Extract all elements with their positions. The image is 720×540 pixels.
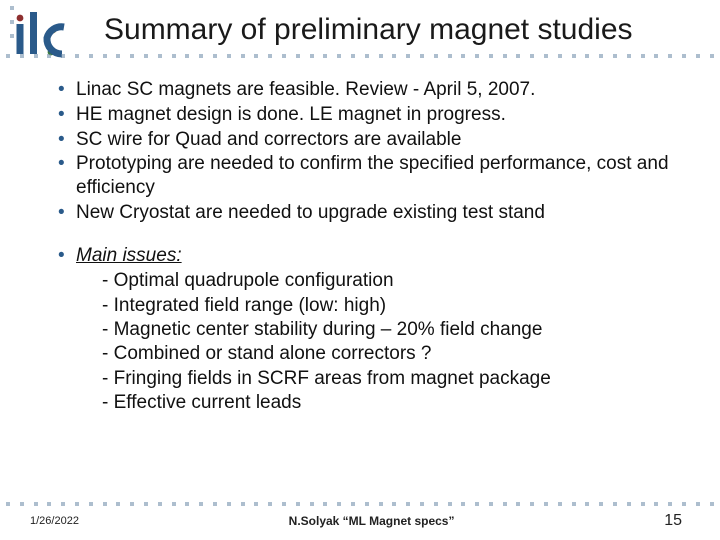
issue-item: Optimal quadrupole configuration bbox=[102, 269, 704, 293]
vertical-dot-accent bbox=[10, 6, 14, 38]
slide-content: Linac SC magnets are feasible. Review - … bbox=[58, 78, 704, 415]
issues-heading-list: Main issues: bbox=[58, 244, 704, 268]
slide-footer: 1/26/2022 N.Solyak “ML Magnet specs” 15 bbox=[0, 512, 720, 530]
issue-item: Effective current leads bbox=[102, 391, 704, 415]
dot-row-bottom bbox=[0, 502, 720, 506]
bullet-item: Linac SC magnets are feasible. Review - … bbox=[58, 78, 704, 102]
bullet-item: SC wire for Quad and correctors are avai… bbox=[58, 128, 704, 152]
issues-heading: Main issues: bbox=[58, 244, 704, 268]
issue-item: Fringing fields in SCRF areas from magne… bbox=[102, 367, 704, 391]
dot-row-top bbox=[0, 54, 720, 58]
footer-date: 1/26/2022 bbox=[30, 515, 79, 527]
issues-sublist: Optimal quadrupole configuration Integra… bbox=[102, 269, 704, 415]
footer-page: 15 bbox=[664, 512, 690, 530]
slide: Summary of preliminary magnet studies Li… bbox=[0, 0, 720, 540]
issue-item: Integrated field range (low: high) bbox=[102, 294, 704, 318]
issue-item: Combined or stand alone correctors ? bbox=[102, 342, 704, 366]
slide-header: Summary of preliminary magnet studies bbox=[0, 0, 720, 62]
slide-title: Summary of preliminary magnet studies bbox=[104, 6, 633, 48]
issues-label: Main issues: bbox=[76, 245, 182, 266]
bullet-item: Prototyping are needed to confirm the sp… bbox=[58, 152, 704, 200]
bullet-item: New Cryostat are needed to upgrade exist… bbox=[58, 201, 704, 225]
bullet-item: HE magnet design is done. LE magnet in p… bbox=[58, 103, 704, 127]
main-bullet-list: Linac SC magnets are feasible. Review - … bbox=[58, 78, 704, 225]
issue-item: Magnetic center stability during – 20% f… bbox=[102, 318, 704, 342]
footer-center: N.Solyak “ML Magnet specs” bbox=[289, 514, 455, 528]
